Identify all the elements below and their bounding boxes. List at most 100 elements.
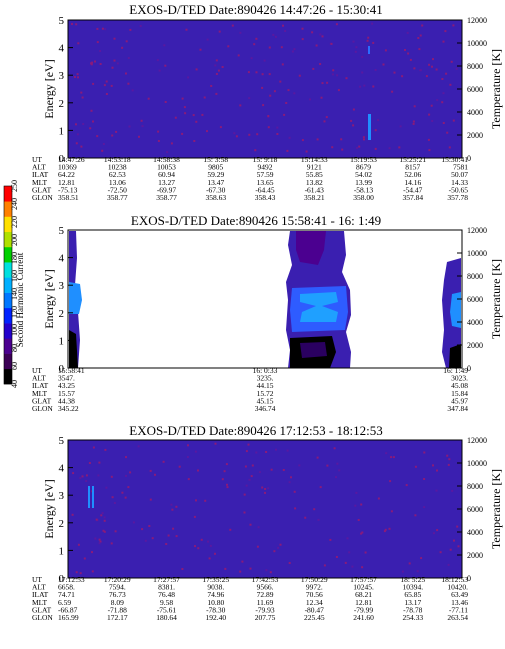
speckle [111, 134, 114, 137]
table-cell: 358.43 [255, 193, 276, 202]
speckle [317, 518, 320, 521]
speckle [104, 28, 107, 31]
speckle [125, 474, 127, 477]
speckle [219, 126, 222, 129]
panel-3-speckles [71, 442, 460, 575]
speckle [331, 146, 334, 149]
speckle [316, 456, 319, 459]
panel-3-feature-2 [92, 486, 94, 508]
speckle [332, 69, 335, 72]
speckle [193, 515, 196, 518]
speckle [435, 68, 438, 71]
table-cell: 12.34 [306, 598, 323, 607]
speckle [267, 115, 270, 117]
table-cell: 13.99 [355, 178, 372, 187]
table-row-label: ILAT [32, 590, 49, 599]
table-cell: 63.49 [451, 590, 468, 599]
speckle [282, 469, 285, 471]
table-cell: 9.58 [160, 598, 173, 607]
table-cell: 57.59 [257, 170, 274, 179]
y2-tick-label: 2000 [467, 551, 483, 560]
table-cell: 180.64 [156, 613, 177, 622]
speckle [164, 64, 167, 67]
speckle [319, 33, 322, 36]
speckle [279, 543, 282, 546]
y-tick-label: 1 [59, 125, 65, 137]
speckle [371, 22, 374, 25]
speckle [195, 120, 198, 123]
speckle [408, 562, 411, 565]
speckle [449, 548, 452, 551]
speckle [313, 508, 316, 511]
speckle [321, 35, 324, 38]
speckle [98, 461, 101, 464]
speckle [95, 518, 98, 521]
table-row-label: MLT [32, 389, 48, 398]
speckle [113, 59, 116, 62]
speckle [320, 96, 323, 99]
speckle [96, 41, 99, 44]
speckle [355, 491, 358, 494]
panel-1-y2label: Temperature [K] [489, 49, 503, 129]
y2-tick-label: 8000 [467, 272, 483, 281]
speckle [73, 76, 76, 78]
table-row-label: GLAT [32, 605, 52, 614]
speckle [280, 46, 283, 49]
speckle [345, 77, 348, 80]
table-cell: 74.71 [58, 590, 75, 599]
speckle [325, 116, 328, 119]
speckle [181, 568, 184, 570]
speckle [361, 71, 364, 74]
colorbar-tick-label: 240 [10, 198, 19, 210]
speckle [298, 464, 301, 467]
panel-1: EXOS-D/TED Date:890426 14:47:26 - 15:30:… [32, 2, 503, 202]
speckle [181, 132, 184, 135]
speckle [414, 514, 417, 517]
table-row-label: GLAT [32, 185, 52, 194]
speckle [257, 526, 260, 529]
speckle [172, 527, 175, 530]
table-cell: 14.16 [404, 178, 421, 187]
speckle [214, 64, 217, 67]
panel-2-band-left [69, 231, 82, 368]
table-cell: 13.17 [404, 598, 421, 607]
speckle [103, 530, 106, 533]
speckle [249, 523, 252, 526]
speckle [374, 69, 377, 71]
speckle [206, 130, 208, 133]
speckle [372, 41, 375, 44]
speckle [393, 71, 396, 74]
table-row-label: ILAT [32, 381, 49, 390]
panel-3-table: UT 17:12:53 17:20:29 17:27:57 17:35:25 17:42:… [32, 575, 468, 622]
table-cell: 15: 3:58 [203, 155, 228, 164]
speckle [451, 489, 454, 492]
table-cell: 11.69 [257, 598, 274, 607]
speckle [409, 58, 412, 61]
speckle [96, 27, 99, 30]
table-cell: 9972. [306, 583, 323, 592]
speckle [241, 560, 244, 563]
speckle [262, 104, 265, 107]
speckle [167, 534, 170, 537]
speckle [76, 73, 79, 76]
y2-tick-label: 4000 [467, 528, 483, 537]
speckle [192, 114, 195, 117]
speckle [419, 69, 422, 72]
speckle [287, 89, 290, 92]
table-cell: -69.97 [157, 185, 177, 194]
speckle [97, 474, 100, 477]
speckle [267, 487, 270, 490]
speckle [335, 23, 338, 26]
speckle [432, 58, 434, 61]
speckle [336, 74, 339, 77]
speckle [439, 551, 442, 554]
speckle [103, 84, 106, 87]
speckle [255, 37, 258, 40]
speckle [141, 125, 144, 128]
speckle [71, 513, 74, 516]
speckle [187, 76, 190, 79]
speckle [215, 73, 218, 75]
table-cell: 10369 [58, 163, 77, 172]
speckle [399, 125, 402, 128]
y-tick-label: 0 [59, 573, 65, 585]
